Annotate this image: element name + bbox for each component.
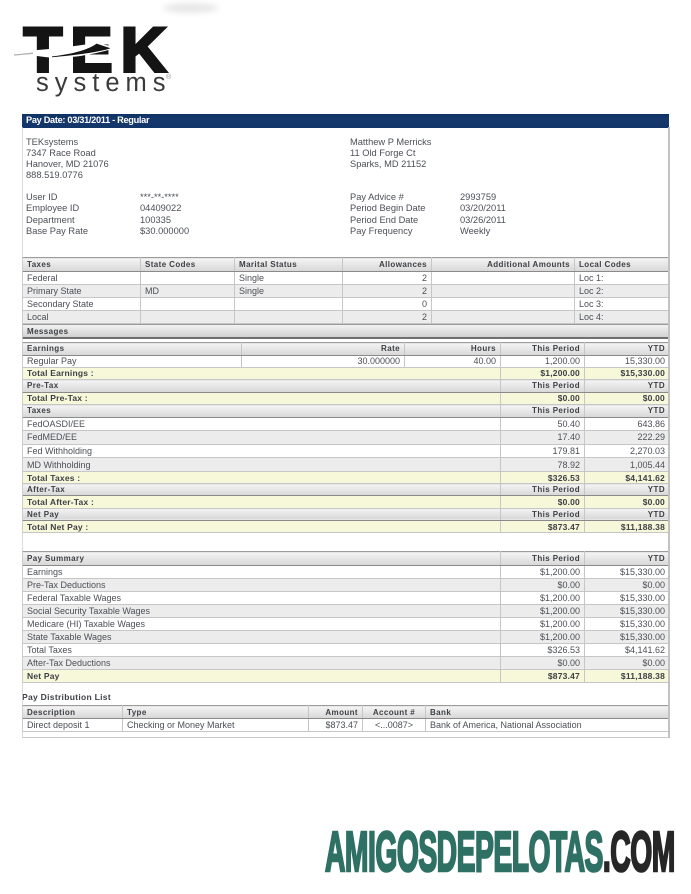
- svg-text:®: ®: [166, 73, 172, 81]
- svg-text:systems: systems: [36, 69, 172, 97]
